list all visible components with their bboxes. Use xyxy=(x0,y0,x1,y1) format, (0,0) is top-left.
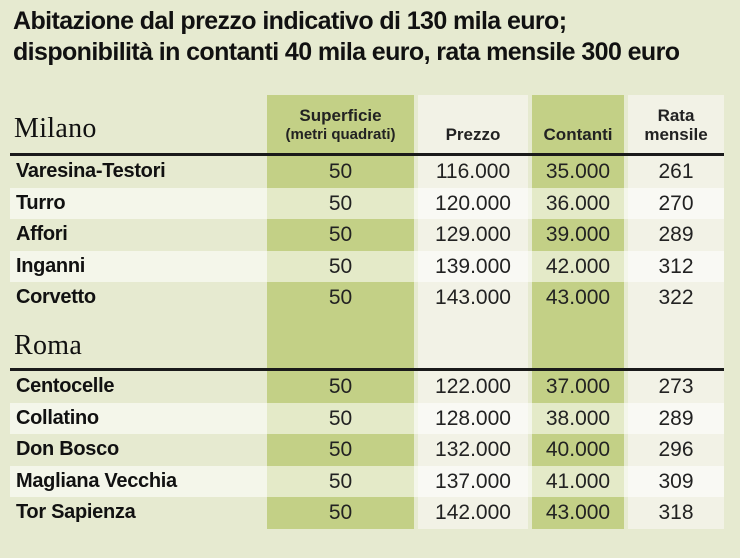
header-contanti-label: Contanti xyxy=(543,125,613,144)
table-row: Collatino 50 128.000 38.000 289 xyxy=(10,403,724,434)
table-row: Turro 50 120.000 36.000 270 xyxy=(10,188,724,219)
header-prezzo: Prezzo xyxy=(418,96,528,148)
rata-cell: 309 xyxy=(658,470,694,493)
title-line-1: Abitazione dal prezzo indicativo di 130 … xyxy=(13,7,567,35)
contanti-cell: 42.000 xyxy=(545,255,611,278)
rata-cell: 261 xyxy=(658,160,694,183)
superficie-cell: 50 xyxy=(328,286,353,309)
superficie-cell: 50 xyxy=(328,470,353,493)
city-label-roma: Roma xyxy=(14,330,83,361)
rata-cell: 289 xyxy=(658,407,694,430)
rata-cell: 273 xyxy=(658,375,694,398)
superficie-cell: 50 xyxy=(328,192,353,215)
city-label-milano: Milano xyxy=(14,113,97,144)
superficie-cell: 50 xyxy=(328,407,353,430)
table-row: Centocelle 50 122.000 37.000 273 xyxy=(10,371,724,402)
zona-cell: Inganni xyxy=(16,255,86,277)
contanti-cell: 41.000 xyxy=(545,470,611,493)
contanti-cell: 38.000 xyxy=(545,407,611,430)
zona-cell: Affori xyxy=(16,223,68,245)
rata-cell: 318 xyxy=(658,501,694,524)
header-rata-line1: Rata xyxy=(657,106,695,125)
zona-cell: Don Bosco xyxy=(16,438,119,460)
prezzo-cell: 142.000 xyxy=(435,501,511,524)
superficie-cell: 50 xyxy=(328,255,353,278)
contanti-cell: 40.000 xyxy=(545,438,611,461)
prezzo-cell: 143.000 xyxy=(435,286,511,309)
table-row: Don Bosco 50 132.000 40.000 296 xyxy=(10,434,724,465)
prezzo-cell: 137.000 xyxy=(435,470,511,493)
zona-cell: Centocelle xyxy=(16,375,115,397)
prezzo-cell: 122.000 xyxy=(435,375,511,398)
table-row: Inganni 50 139.000 42.000 312 xyxy=(10,251,724,282)
prezzo-cell: 129.000 xyxy=(435,223,511,246)
header-contanti: Contanti xyxy=(532,96,624,148)
rata-cell: 289 xyxy=(658,223,694,246)
contanti-column-bg xyxy=(532,95,624,529)
contanti-cell: 37.000 xyxy=(545,375,611,398)
contanti-cell: 39.000 xyxy=(545,223,611,246)
zona-cell: Varesina-Testori xyxy=(16,160,166,182)
table-row: Magliana Vecchia 50 137.000 41.000 309 xyxy=(10,466,724,497)
rata-column-bg xyxy=(628,95,724,529)
table-row: Corvetto 50 143.000 43.000 322 xyxy=(10,282,724,313)
superficie-cell: 50 xyxy=(328,375,353,398)
table-row: Affori 50 129.000 39.000 289 xyxy=(10,219,724,250)
prezzo-cell: 128.000 xyxy=(435,407,511,430)
zona-cell: Tor Sapienza xyxy=(16,501,136,523)
superficie-cell: 50 xyxy=(328,501,353,524)
table-row: Varesina-Testori 50 116.000 35.000 261 xyxy=(10,156,724,187)
prezzo-cell: 116.000 xyxy=(435,160,511,183)
prezzo-cell: 132.000 xyxy=(435,438,511,461)
rata-cell: 312 xyxy=(658,255,694,278)
contanti-cell: 35.000 xyxy=(545,160,611,183)
superficie-column-bg xyxy=(267,95,414,529)
superficie-cell: 50 xyxy=(328,223,353,246)
rata-cell: 322 xyxy=(658,286,694,309)
title-line-2: disponibilità in contanti 40 mila euro, … xyxy=(13,38,680,66)
zona-cell: Collatino xyxy=(16,407,99,429)
header-superficie-line1: Superficie xyxy=(299,106,382,125)
zona-cell: Corvetto xyxy=(16,286,96,308)
prezzo-cell: 139.000 xyxy=(435,255,511,278)
zona-cell: Turro xyxy=(16,192,66,214)
contanti-cell: 36.000 xyxy=(545,192,611,215)
prezzo-cell: 120.000 xyxy=(435,192,511,215)
header-rata: Rata mensile xyxy=(628,96,724,148)
superficie-cell: 50 xyxy=(328,438,353,461)
section-rule xyxy=(10,368,724,371)
table-row: Tor Sapienza 50 142.000 43.000 318 xyxy=(10,497,724,528)
prezzo-column-bg xyxy=(418,95,528,529)
chart-title: Abitazione dal prezzo indicativo di 130 … xyxy=(13,6,733,68)
header-prezzo-label: Prezzo xyxy=(445,125,501,144)
zona-cell: Magliana Vecchia xyxy=(16,470,177,492)
contanti-cell: 43.000 xyxy=(545,286,611,309)
header-superficie: Superficie (metri quadrati) xyxy=(267,96,414,148)
header-rata-line2: mensile xyxy=(644,125,708,144)
header-superficie-line2: (metri quadrati) xyxy=(285,126,396,143)
contanti-cell: 43.000 xyxy=(545,501,611,524)
superficie-cell: 50 xyxy=(328,160,353,183)
rata-cell: 296 xyxy=(658,438,694,461)
section-rule xyxy=(10,153,724,156)
rata-cell: 270 xyxy=(658,192,694,215)
